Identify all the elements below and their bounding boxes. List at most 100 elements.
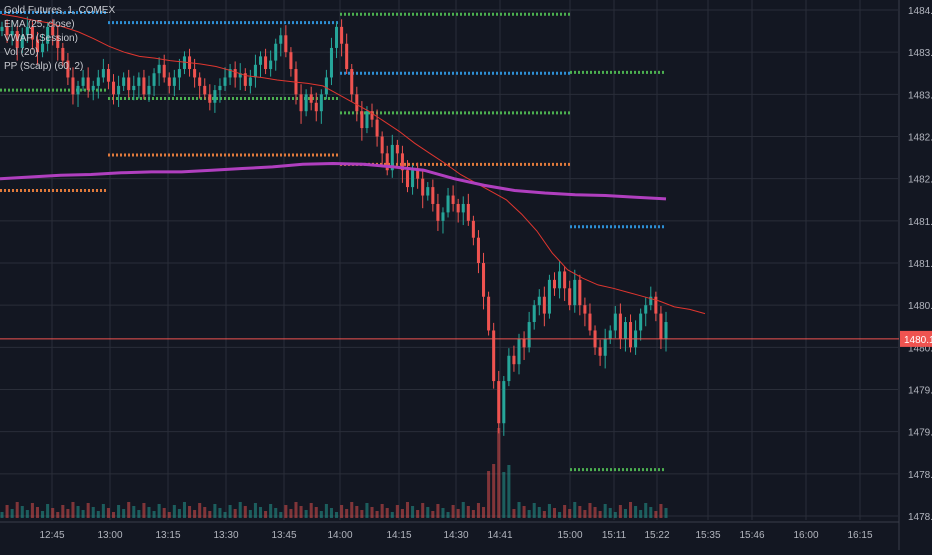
candle-body [623,322,627,339]
candle-body [507,355,511,382]
candle-body [532,305,536,323]
candle-body [659,313,663,339]
candle-body [588,313,592,331]
legend-symbol[interactable]: Gold Futures, 1, COMEX [4,5,116,16]
volume-bar [644,503,648,518]
candle-body [411,170,415,188]
x-tick-label: 16:15 [847,530,872,541]
y-tick-label: 1483.0 [908,90,932,101]
volume-bar [81,510,85,518]
candle-body [385,153,389,171]
candle-body [167,77,171,86]
volume-bar [162,508,166,518]
volume-bar [96,511,100,518]
volume-bar [482,507,486,518]
candle-body [517,338,521,365]
candle-body [228,69,232,78]
volume-bar [279,512,283,518]
candle-body [5,26,9,36]
volume-bar [598,511,602,518]
volume-bar [375,511,379,518]
candle-body [446,195,450,213]
candle-body [441,212,445,221]
candle-body [456,203,460,213]
volume-bar [289,509,293,518]
volume-bar [177,509,181,518]
volume-bar [416,510,420,518]
volume-bar [258,507,263,518]
candle-body [405,170,410,188]
candle-body [147,85,151,95]
candle-body [41,43,45,53]
volume-bar [476,503,480,518]
x-tick-label: 13:00 [97,530,122,541]
x-tick-label: 15:00 [557,530,582,541]
ema-line [1,13,706,315]
volume-bar [182,502,186,518]
y-tick-label: 1482.5 [908,133,932,144]
candle-body [253,64,257,78]
candle-body [304,94,308,112]
volume-bar [608,508,612,518]
candle-body [436,203,440,221]
y-tick-label: 1478.0 [908,512,932,523]
candle-body [117,85,121,95]
candle-body [198,77,202,86]
candle-body [172,77,176,86]
volume-bar [400,509,404,518]
volume-bar [304,510,308,518]
y-tick-label: 1479.5 [908,386,932,397]
candle-body [177,69,181,78]
volume-bar [188,506,192,518]
candle-body [61,47,65,61]
volume-bar [639,510,643,518]
candle-body [476,237,480,263]
volume-bar [360,510,364,518]
candle-body [522,338,526,348]
candle-body [162,64,166,78]
candle-body [289,52,293,70]
volume-bar [294,502,298,518]
candle-body [451,195,455,204]
candle-body [390,144,394,171]
candle-body [497,381,501,424]
candle-body [66,60,70,78]
volume-bar [466,506,470,518]
x-tick-label: 15:11 [602,530,627,541]
candle-body [598,347,602,356]
candle-body [324,77,328,95]
candle-body [558,271,562,289]
candle-body [223,77,227,86]
volume-bar [664,508,668,518]
legend-vol[interactable]: Vol (20) [4,47,39,58]
candle-body [243,73,247,86]
volume-bar [649,507,653,518]
volume-bar [335,512,339,518]
candle-body [10,31,14,36]
x-tick-label: 15:22 [644,530,669,541]
legend-pp[interactable]: PP (Scalp) (60, 2) [4,61,84,72]
legend-vwap[interactable]: VWAP (Session) [4,33,78,44]
volume-bar [51,508,55,518]
volume-bar [223,512,227,518]
candle-body [56,35,60,48]
candle-body [132,85,136,91]
candle-body [537,296,541,306]
volume-bar [603,504,607,518]
legend-ema[interactable]: EMA (25, close) [4,19,75,30]
volume-bar [532,503,536,518]
chart-legend: Gold Futures, 1, COMEX EMA (25, close) V… [4,4,115,74]
volume-bar [132,506,136,518]
candle-body [542,296,546,314]
volume-bar [0,512,4,518]
volume-bar [340,505,344,518]
candle-body [248,77,252,86]
candle-body [461,203,465,213]
x-tick-label: 15:46 [739,530,764,541]
volume-bar [10,509,14,518]
candle-body [71,77,75,95]
candle-body [618,313,622,339]
volume-bar [542,511,546,518]
